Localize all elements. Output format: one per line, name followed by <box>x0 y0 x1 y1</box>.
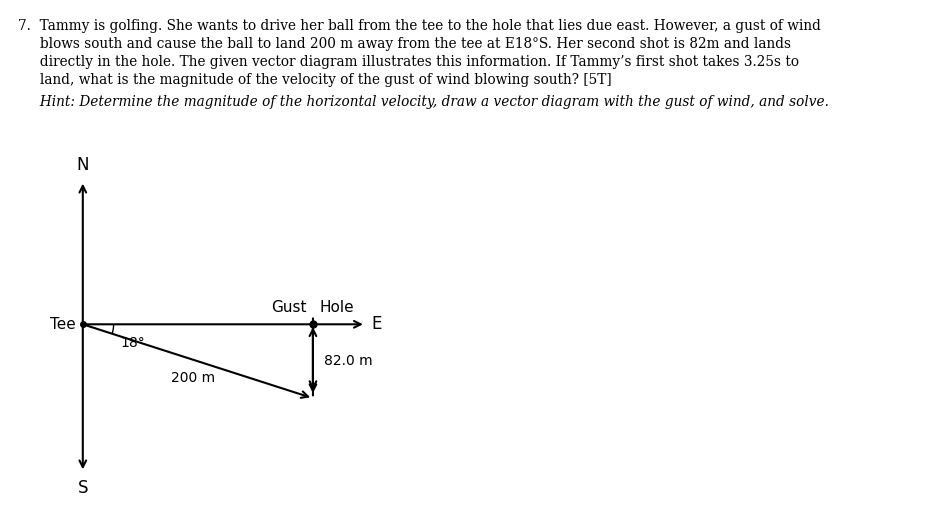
Text: 82.0 m: 82.0 m <box>324 354 372 369</box>
Text: 7.  Tammy is golfing. She wants to drive her ball from the tee to the hole that : 7. Tammy is golfing. She wants to drive … <box>18 19 820 33</box>
Text: 200 m: 200 m <box>171 371 216 385</box>
Text: 18°: 18° <box>120 336 145 351</box>
Text: Tee: Tee <box>50 317 76 332</box>
Text: blows south and cause the ball to land 200 m away from the tee at E18°S. Her sec: blows south and cause the ball to land 2… <box>18 37 791 51</box>
Text: Gust: Gust <box>271 300 307 315</box>
Text: directly in the hole. The given vector diagram illustrates this information. If : directly in the hole. The given vector d… <box>18 55 799 69</box>
Text: S: S <box>78 479 88 497</box>
Text: Hole: Hole <box>319 300 354 315</box>
Text: E: E <box>371 315 382 333</box>
Text: Hint: Determine the magnitude of the horizontal velocity, draw a vector diagram : Hint: Determine the magnitude of the hor… <box>18 95 829 109</box>
Text: land, what is the magnitude of the velocity of the gust of wind blowing south? [: land, what is the magnitude of the veloc… <box>18 73 612 87</box>
Text: N: N <box>77 156 89 174</box>
